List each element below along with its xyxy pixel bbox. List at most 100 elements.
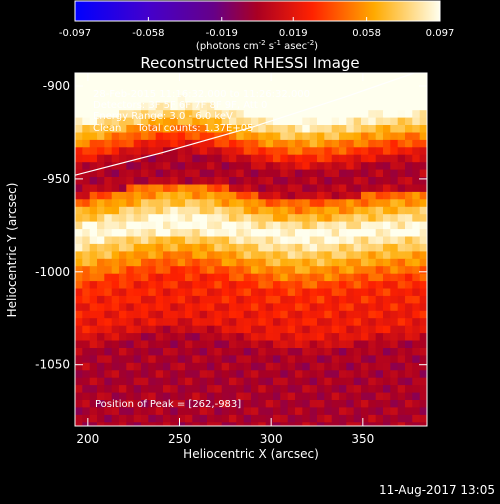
heatmap-cell: [89, 162, 98, 171]
heatmap-cell: [397, 348, 406, 357]
heatmap-cell: [207, 295, 215, 304]
heatmap-cell: [419, 310, 427, 319]
heatmap-cell: [207, 162, 215, 171]
heatmap-cell: [368, 117, 377, 126]
heatmap-cell: [265, 281, 274, 290]
heatmap-cell: [185, 243, 193, 252]
heatmap-cell: [214, 177, 223, 186]
heatmap-cell: [375, 273, 384, 282]
heatmap-cell: [368, 392, 377, 401]
heatmap-cell: [104, 362, 113, 371]
heatmap-cell: [111, 325, 120, 334]
heatmap-cell: [273, 407, 281, 416]
heatmap-cell: [148, 214, 157, 223]
heatmap-cell: [383, 206, 391, 215]
heatmap-cell: [361, 385, 369, 394]
heatmap-cell: [258, 310, 267, 319]
heatmap-cell: [265, 221, 274, 230]
heatmap-cell: [295, 154, 303, 163]
heatmap-cell: [243, 102, 252, 111]
heatmap-cell: [163, 162, 171, 171]
heatmap-cell: [419, 236, 427, 245]
heatmap-cell: [133, 102, 142, 111]
heatmap-cell: [331, 243, 340, 252]
heatmap-cell: [412, 266, 421, 275]
heatmap-cell: [390, 258, 399, 267]
heatmap-cell: [295, 370, 303, 379]
heatmap-cell: [141, 214, 149, 223]
heatmap-cell: [427, 363, 435, 371]
heatmap-cell: [236, 73, 245, 82]
heatmap-cell: [258, 400, 267, 409]
heatmap-cell: [185, 422, 193, 426]
heatmap-cell: [361, 154, 369, 163]
heatmap-cell: [155, 110, 164, 119]
heatmap-cell: [353, 184, 362, 193]
heatmap-cell: [361, 355, 369, 364]
heatmap-cell: [111, 102, 120, 111]
heatmap-cell: [236, 117, 245, 126]
heatmap-cell: [133, 318, 142, 327]
heatmap-cell: [251, 236, 259, 245]
heatmap-cell: [302, 73, 311, 82]
heatmap-cell: [309, 87, 318, 96]
heatmap-cell: [302, 422, 311, 426]
heatmap-cell: [302, 95, 311, 104]
heatmap-cell: [302, 318, 311, 327]
heatmap-cell: [89, 288, 98, 297]
heatmap-cell: [126, 310, 135, 319]
heatmap-cell: [390, 191, 399, 200]
heatmap-cell: [89, 110, 98, 119]
heatmap-cell: [75, 221, 83, 230]
heatmap-cell: [148, 377, 157, 386]
heatmap-cell: [229, 281, 237, 290]
heatmap-cell: [324, 117, 333, 126]
heatmap-cell: [119, 147, 127, 156]
heatmap-cell: [427, 274, 435, 282]
heatmap-cell: [111, 258, 120, 267]
heatmap-cell: [273, 355, 281, 364]
heatmap-cell: [368, 184, 377, 193]
heatmap-cell: [207, 73, 215, 82]
heatmap-cell: [397, 87, 406, 96]
heatmap-cell: [287, 147, 296, 156]
heatmap-cell: [273, 385, 281, 394]
heatmap-cell: [170, 333, 179, 342]
heatmap-cell: [199, 214, 208, 223]
heatmap-cell: [339, 422, 347, 426]
heatmap-cell: [251, 95, 259, 104]
heatmap-cell: [111, 377, 120, 386]
heatmap-cell: [170, 325, 179, 334]
heatmap-cell: [185, 214, 193, 223]
heatmap-cell: [287, 102, 296, 111]
heatmap-cell: [251, 125, 259, 134]
heatmap-cell: [280, 73, 289, 82]
heatmap-cell: [383, 251, 391, 260]
heatmap-cell: [214, 266, 223, 275]
heatmap-cell: [251, 258, 259, 267]
heatmap-cell: [368, 162, 377, 171]
heatmap-cell: [214, 377, 223, 386]
heatmap-cell: [236, 333, 245, 342]
heatmap-cell: [309, 414, 318, 423]
heatmap-cell: [207, 243, 215, 252]
heatmap-cell: [295, 362, 303, 371]
heatmap-cell: [405, 400, 413, 409]
heatmap-cell: [155, 355, 164, 364]
heatmap-cell: [251, 147, 259, 156]
heatmap-cell: [339, 333, 347, 342]
heatmap-cell: [163, 95, 171, 104]
heatmap-cell: [280, 392, 289, 401]
heatmap-cells: [75, 73, 435, 426]
heatmap-cell: [75, 295, 83, 304]
heatmap-cell: [207, 348, 215, 357]
heatmap-cell: [346, 199, 355, 208]
heatmap-cell: [258, 214, 267, 223]
heatmap-cell: [192, 385, 201, 394]
heatmap-cell: [214, 221, 223, 230]
heatmap-cell: [148, 273, 157, 282]
heatmap-cell: [163, 295, 171, 304]
heatmap-cell: [412, 310, 421, 319]
heatmap-cell: [170, 385, 179, 394]
heatmap-cell: [89, 177, 98, 186]
